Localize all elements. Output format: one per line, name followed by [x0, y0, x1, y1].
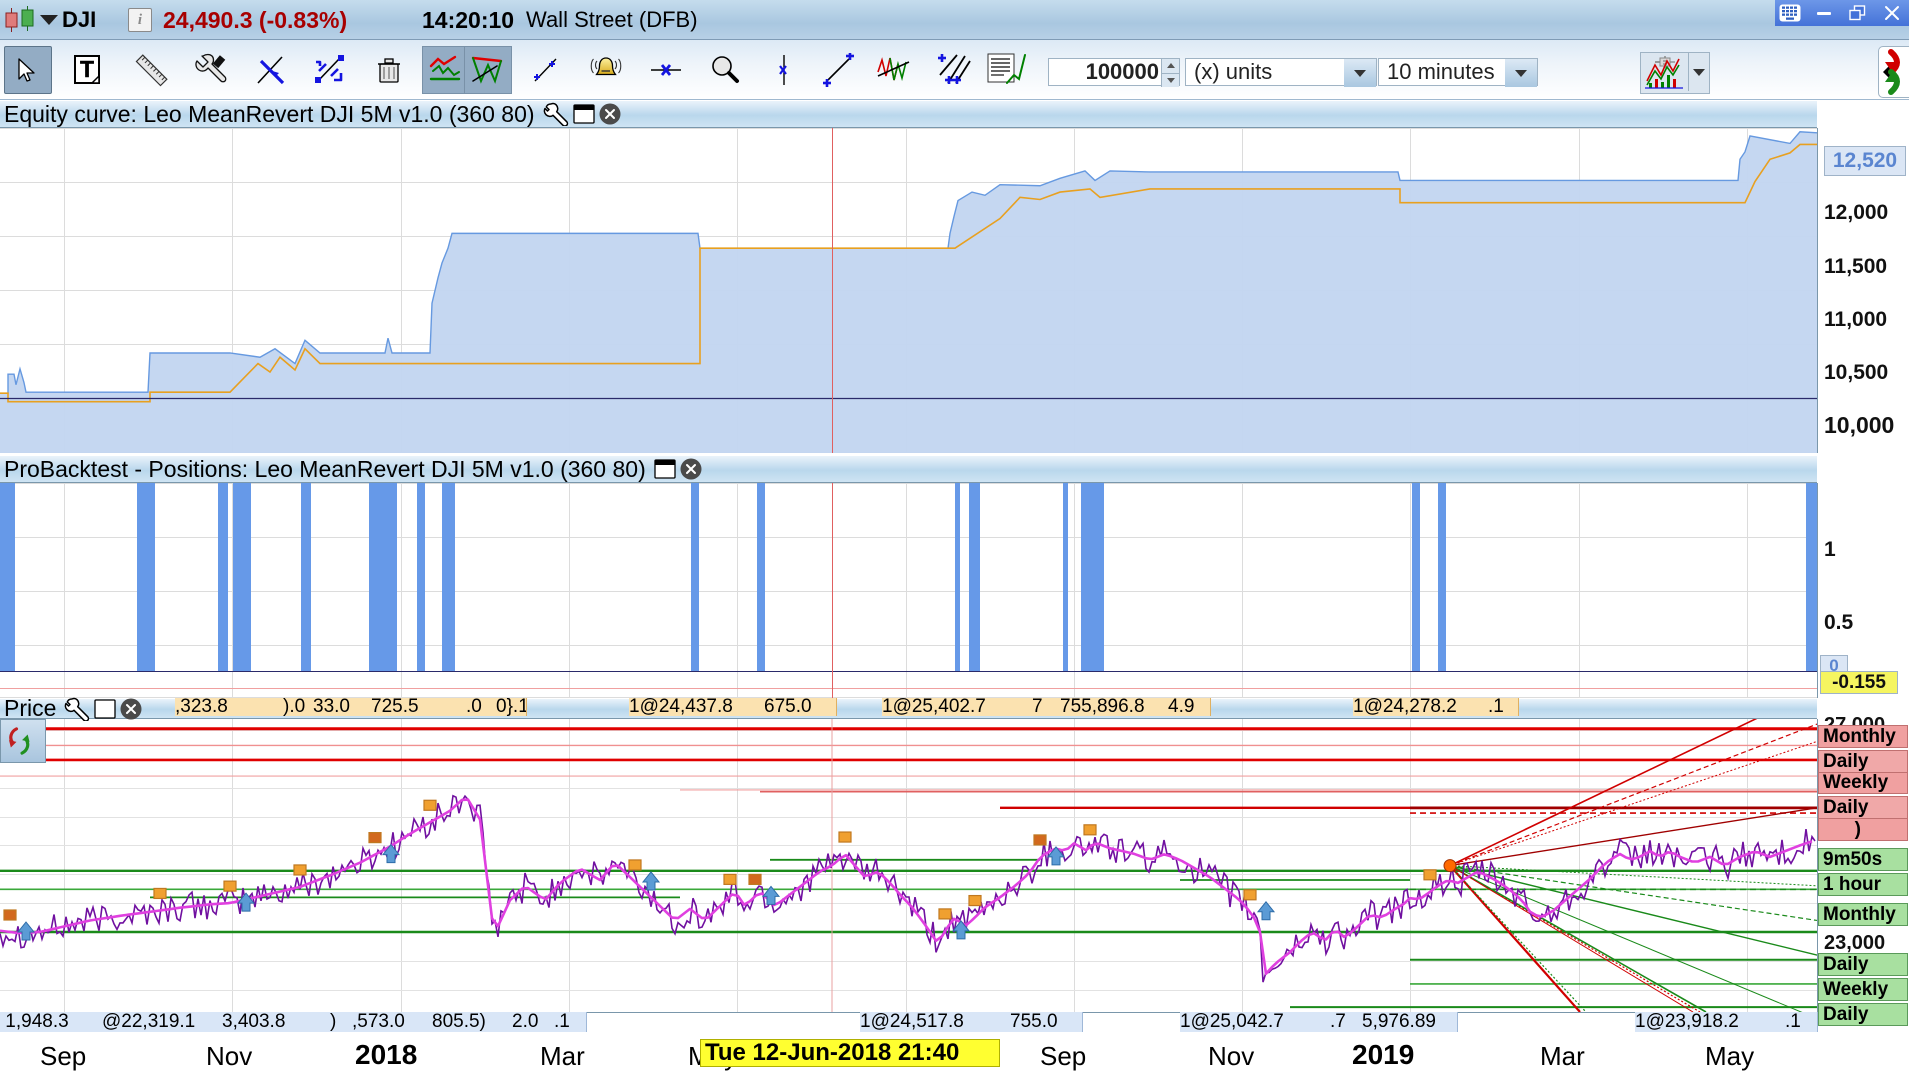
svg-text:T: T [80, 56, 94, 82]
